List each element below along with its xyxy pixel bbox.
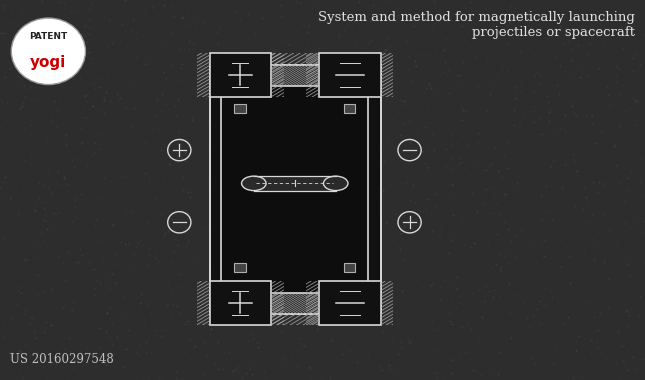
Bar (234, 105, 246, 113)
Ellipse shape (12, 18, 85, 85)
Bar (319, 53, 381, 97)
Bar (254, 176, 335, 191)
Bar (221, 86, 368, 293)
Bar (210, 65, 381, 314)
Text: US 20160297548: US 20160297548 (10, 353, 114, 366)
Bar (319, 281, 381, 325)
Text: yogi: yogi (30, 55, 66, 70)
Bar (210, 53, 271, 97)
Text: System and method for magnetically launching
projectiles or spacecraft: System and method for magnetically launc… (319, 11, 635, 40)
Text: PATENT: PATENT (29, 32, 68, 41)
Circle shape (323, 176, 348, 190)
Bar (234, 263, 246, 272)
Bar (344, 105, 355, 113)
Circle shape (241, 176, 266, 190)
Bar (210, 281, 271, 325)
Bar (344, 263, 355, 272)
